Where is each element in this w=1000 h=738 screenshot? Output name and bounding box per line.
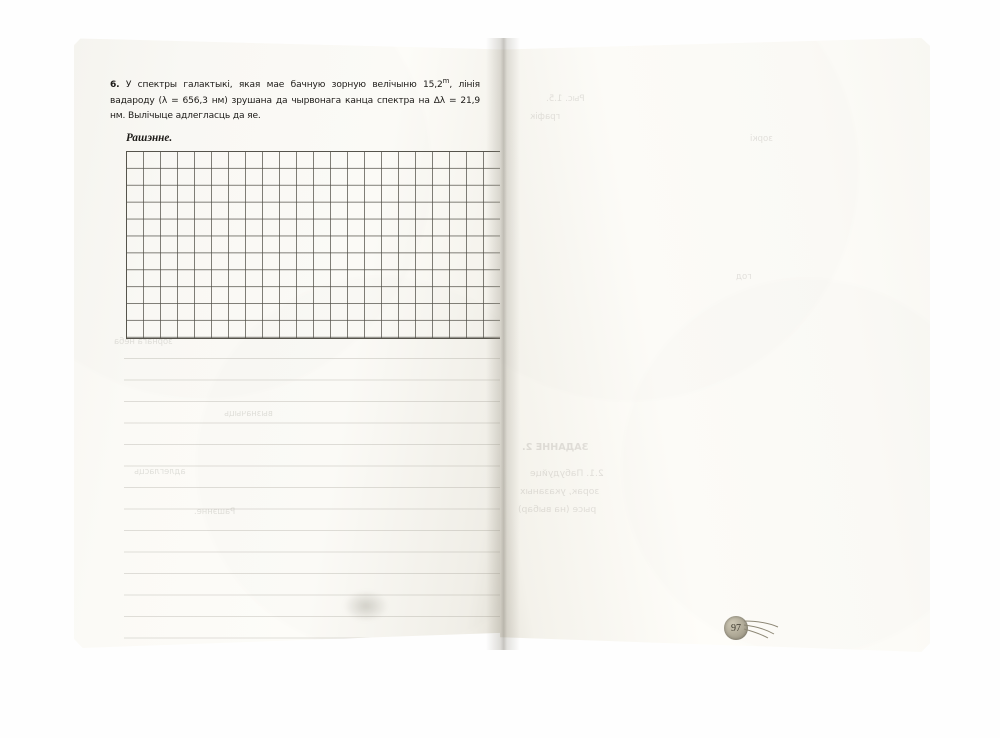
page-number-value: 97: [731, 622, 741, 634]
page-number-swoosh-icon: [743, 620, 779, 639]
problem-statement: 6. У спектры галактыкі, якая мае бачную …: [110, 74, 480, 125]
page-number: 97: [724, 616, 779, 640]
problem-line-1: У спектры галактыкі, якая мае бачную зор…: [125, 80, 443, 91]
problem-line-3: Δλ = 21,9 нм. Вылічыце адлегласць да яе.: [110, 95, 480, 122]
ghost-text: зоркі: [750, 134, 773, 144]
problem-number: 6.: [110, 80, 120, 91]
figure-1-2: Палярная зорка: [950, 351, 1000, 624]
paper-smudge: [344, 591, 388, 621]
solution-label: Рашэнне.: [126, 131, 173, 144]
right-page: Рыс. 1.5. графік зоркі год ЗАДАННЕ 2. 2.…: [500, 37, 930, 652]
figure-1-1: η ζ ε δ α β γ Бенетнаш Міцар Аліёт Мегрэ…: [950, 197, 1000, 293]
page-title: ПРАКТЫЧНЫЯ ЗАНЯТКІ: [950, 75, 1000, 93]
ruled-writing-area[interactable]: [124, 357, 504, 648]
left-page: зорнага неба вызначыць адлегласць Рашэнн…: [74, 38, 504, 648]
page-subtitle: ЗАНЯТКІ 1: [950, 101, 1000, 115]
big-dipper-svg: η ζ ε δ α β γ Бенетнаш Міцар Аліёт Мегрэ…: [950, 197, 1000, 283]
ghost-text: ЗАДАННЕ 2.: [522, 442, 589, 453]
open-book: зорнага неба вызначыць адлегласць Рашэнн…: [74, 36, 930, 652]
figure-1-2-text: Знаходжанне Палярнай зоркі: [983, 601, 998, 613]
polaris-finder-svg: Палярная зорка: [950, 351, 1000, 593]
dipper-star-dots: [993, 221, 1000, 271]
ghost-text: 2.1. Пабудуйце: [530, 468, 604, 479]
problem-line-2: вадароду (λ = 656,3 нм) зрушана да чырво…: [110, 95, 430, 106]
page-subtitle-2: ВЯЧЭРНІЯ НАЗІРАННІ (АСЕННІЯ): [950, 123, 1000, 137]
paper-texture: [500, 37, 930, 652]
figure-1-2-number: Рыс. 1.2.: [950, 589, 1000, 601]
magnitude-superscript: m: [442, 77, 450, 85]
figure-1-2-caption: Рыс. 1.2. Знаходжанне Палярнай зоркі: [950, 589, 1000, 614]
figure-1-1-caption: Рыс. 1.1. Сузор'е Вялікай Мядзведзіцы: [950, 281, 1000, 293]
ghost-text: Рыс. 1.5.: [546, 94, 585, 104]
paragraph-1-1: 1.1. Знайдзіце на небе сем найбольш яркі…: [950, 165, 1000, 192]
left-page-content: 6. У спектры галактыкі, якая мае бачную …: [110, 74, 504, 648]
dipper-star-dots-fig12: [960, 532, 1000, 581]
page-number-medallion: [724, 616, 748, 640]
ghost-text: графік: [530, 112, 561, 122]
ghost-text: год: [736, 272, 752, 282]
star-greek-eta: η: [987, 245, 992, 256]
ursa-major-label-line1: Вялікая: [986, 533, 1000, 544]
task-label: ЗАДАННЕ 1.: [950, 147, 1000, 158]
paragraph-1-2: 1.2. У напрамку зорак α і β (крайнія зор…: [950, 302, 1000, 344]
ghost-text: зорак, указаных: [520, 486, 600, 497]
ghost-text: рысе (на выбар): [518, 504, 597, 515]
answer-grid[interactable]: [126, 150, 502, 339]
star-name-benetnash: Бенетнаш: [957, 204, 1000, 215]
problem-line-1b: , лінія: [449, 80, 480, 91]
ursa-major-label-line2: Мядзведзіца: [974, 543, 1000, 554]
right-page-content: ПРАКТЫЧНЫЯ ЗАНЯТКІ ЗАНЯТКІ 1 ВЯЧЭРНІЯ НА…: [950, 66, 1000, 646]
task-heading: ЗАДАННЕ 1. Назіранне яркіх зорак і сузор…: [950, 147, 1000, 158]
